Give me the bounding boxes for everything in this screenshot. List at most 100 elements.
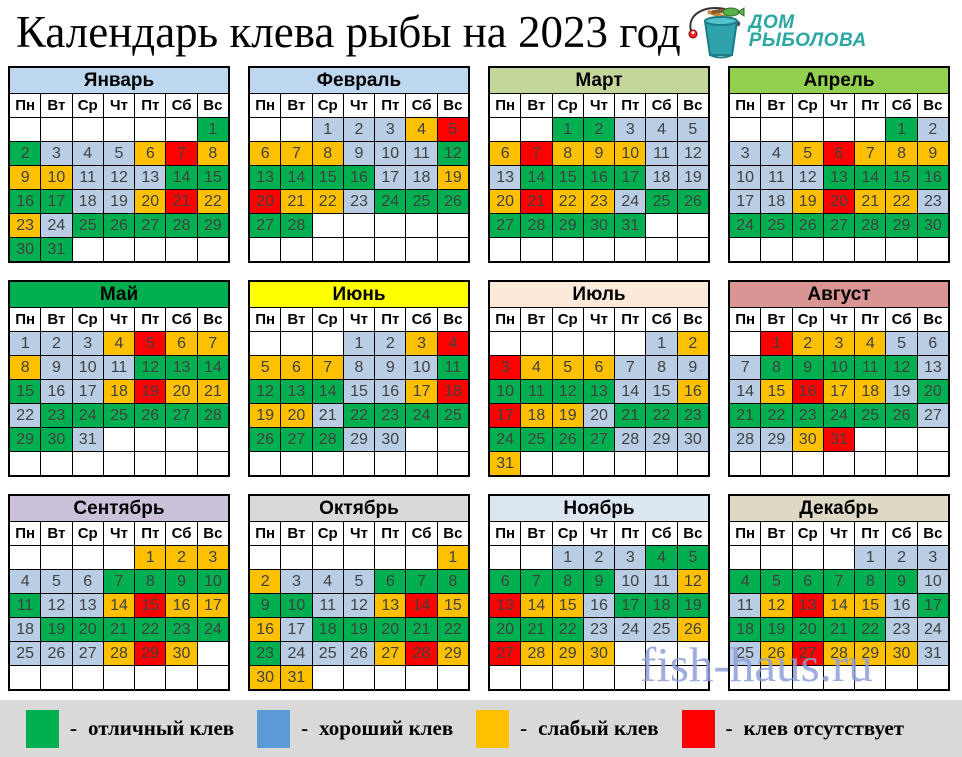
empty-cell [855, 118, 886, 141]
day-cell: 11 [646, 570, 677, 593]
day-cell: 3 [406, 332, 437, 355]
day-cell: 19 [135, 380, 166, 403]
empty-cell [250, 452, 281, 475]
day-cell: 6 [166, 332, 197, 355]
day-cell: 22 [10, 404, 41, 427]
day-cell: 7 [615, 356, 646, 379]
day-cell: 16 [677, 380, 708, 403]
day-cell: 24 [41, 214, 72, 237]
empty-cell [135, 428, 166, 451]
day-cell: 23 [583, 190, 615, 213]
day-cell: 24 [375, 190, 406, 213]
day-cell: 4 [646, 546, 677, 569]
day-cell: 6 [583, 356, 615, 379]
empty-cell [375, 452, 406, 475]
day-cell: 22 [135, 618, 166, 641]
empty-cell [823, 118, 855, 141]
empty-cell [312, 666, 343, 689]
weekday-label: Сб [406, 522, 437, 545]
day-cell: 13 [281, 380, 312, 403]
day-cell: 6 [375, 570, 406, 593]
day-cell: 1 [552, 546, 583, 569]
legend-swatch-good [257, 709, 291, 748]
day-cell: 15 [855, 594, 886, 617]
day-cell: 13 [490, 166, 521, 189]
day-cell: 25 [437, 404, 468, 427]
day-cell: 16 [166, 594, 197, 617]
month-title-october: Октябрь [250, 496, 468, 521]
empty-cell [823, 546, 855, 569]
day-cell: 4 [312, 570, 343, 593]
weekday-label: Чт [823, 94, 855, 117]
month-september: Сентябрь Пн Вт Ср Чт Пт Сб Вс 1 2 3 4 5 6 7 8 9 10 11 12 13 1… [8, 494, 230, 691]
day-cell: 7 [823, 570, 855, 593]
day-cell: 8 [135, 570, 166, 593]
legend-item-good: - хороший клев [257, 709, 453, 748]
day-cell: 9 [250, 594, 281, 617]
empty-cell [646, 452, 677, 475]
day-cell: 26 [677, 618, 708, 641]
empty-cell [250, 238, 281, 261]
day-cell: 29 [343, 428, 375, 451]
day-cell: 29 [10, 428, 41, 451]
empty-cell [166, 666, 197, 689]
logo-text-line2: РЫБОЛОВА [748, 30, 867, 51]
day-cell: 8 [552, 142, 583, 165]
day-cell: 8 [312, 142, 343, 165]
day-cell: 25 [646, 190, 677, 213]
empty-cell [72, 452, 103, 475]
day-cell: 9 [583, 142, 615, 165]
day-cell: 18 [730, 618, 761, 641]
empty-cell [615, 238, 646, 261]
day-cell: 14 [281, 166, 312, 189]
day-cell: 9 [917, 142, 948, 165]
day-cell: 23 [166, 618, 197, 641]
day-cell: 12 [135, 356, 166, 379]
empty-cell [135, 452, 166, 475]
day-cell: 12 [886, 356, 917, 379]
day-cell: 26 [677, 190, 708, 213]
day-cell: 27 [135, 214, 166, 237]
weekday-label: Чт [583, 522, 615, 545]
empty-cell [406, 428, 437, 451]
day-cell: 4 [855, 332, 886, 355]
weekday-label: Ср [72, 522, 103, 545]
day-cell: 14 [855, 166, 886, 189]
day-cell: 1 [855, 546, 886, 569]
day-cell: 5 [552, 356, 583, 379]
empty-cell [730, 118, 761, 141]
empty-cell [343, 666, 375, 689]
day-cell: 22 [312, 190, 343, 213]
day-cell: 13 [917, 356, 948, 379]
day-cell: 16 [583, 166, 615, 189]
weekday-label: Пн [730, 522, 761, 545]
empty-cell [521, 332, 552, 355]
empty-cell [406, 238, 437, 261]
day-cell: 25 [406, 190, 437, 213]
empty-cell [761, 238, 792, 261]
empty-cell [312, 214, 343, 237]
day-cell: 6 [823, 142, 855, 165]
day-cell: 23 [10, 214, 41, 237]
empty-cell [437, 214, 468, 237]
month-december: Декабрь Пн Вт Ср Чт Пт Сб Вс 1 2 3 4 5 6 7 8 9 10 11 12 13 14… [728, 494, 950, 691]
day-cell: 9 [10, 166, 41, 189]
day-cell: 3 [490, 356, 521, 379]
day-cell: 8 [343, 356, 375, 379]
day-cell: 29 [135, 642, 166, 665]
empty-cell [103, 666, 135, 689]
day-cell: 3 [823, 332, 855, 355]
empty-cell [250, 546, 281, 569]
weekday-label: Чт [823, 522, 855, 545]
day-cell: 28 [823, 642, 855, 665]
day-cell: 27 [250, 214, 281, 237]
day-cell: 16 [41, 380, 72, 403]
empty-cell [615, 452, 646, 475]
day-cell: 30 [250, 666, 281, 689]
empty-cell [197, 238, 228, 261]
weekday-label: Пн [10, 522, 41, 545]
day-cell: 20 [135, 190, 166, 213]
day-cell: 11 [437, 356, 468, 379]
day-cell: 1 [761, 332, 792, 355]
day-cell: 15 [552, 166, 583, 189]
